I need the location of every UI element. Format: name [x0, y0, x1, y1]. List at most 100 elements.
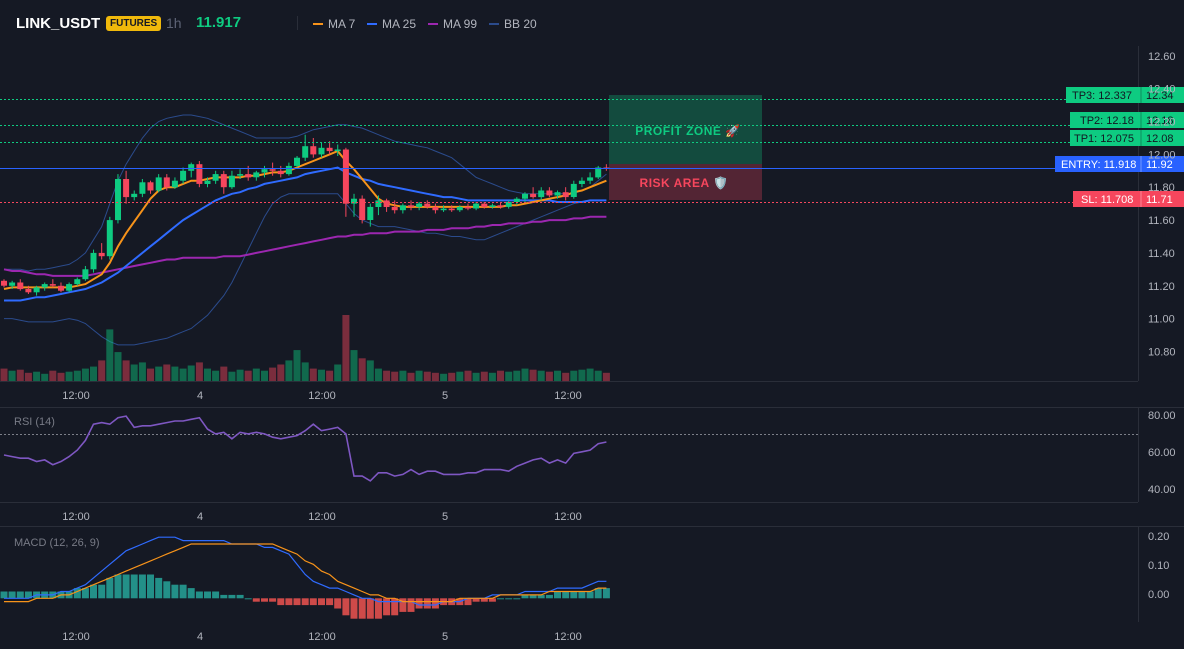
volume-bar: [391, 371, 399, 381]
tp1-price-tag: 12.08: [1146, 133, 1174, 145]
macd-hist-bar: [138, 574, 146, 599]
volume-bar: [488, 372, 496, 382]
macd-hist-bar: [114, 574, 122, 599]
candle-body: [123, 179, 130, 198]
bb-lower-line: [4, 193, 607, 346]
signal-line[interactable]: [4, 543, 607, 603]
time-tick: 5: [442, 390, 448, 402]
volume-bar: [415, 370, 423, 381]
volume-bar: [220, 366, 228, 381]
risk-zone-label: RISK AREA 🛡️: [640, 176, 729, 190]
tp1-tag[interactable]: TP1: 12.075 12.08: [1070, 130, 1184, 146]
macd-hist-bar: [106, 577, 114, 599]
time-tick: 12:00: [62, 631, 90, 643]
candle-body: [66, 284, 73, 291]
futures-badge: FUTURES: [106, 16, 162, 31]
volume-bar: [293, 350, 301, 381]
volume-bar: [318, 369, 325, 381]
macd-hist-bar: [423, 598, 431, 609]
candles: [1, 134, 610, 296]
tp2-label: TP2: 12.18: [1080, 115, 1134, 127]
entry-tag[interactable]: ENTRY: 11.918 11.92: [1055, 156, 1184, 172]
legend-ma7[interactable]: MA 7: [313, 17, 355, 31]
macd-hist-bar: [277, 598, 285, 606]
macd-hist-bar: [570, 591, 578, 599]
profit-zone[interactable]: [609, 95, 762, 164]
macd-hist-bar: [488, 598, 496, 602]
macd-hist-bar: [285, 598, 293, 606]
price-axis[interactable]: 12.60 12.40 12.20 12.00 11.80 11.60 11.40 11.20…: [1148, 51, 1176, 359]
candle-body: [351, 198, 357, 204]
entry-price-tag: 11.92: [1146, 159, 1173, 171]
macd-hist-bar: [293, 598, 301, 606]
macd-hist-bar: [130, 574, 138, 599]
sl-tag[interactable]: SL: 11.708 11.71: [1073, 191, 1184, 207]
timeframe-selector[interactable]: 1h: [166, 15, 182, 31]
volume-bar: [285, 360, 293, 381]
candle-body: [139, 182, 146, 194]
candle-body: [25, 289, 32, 293]
volume-bar: [130, 364, 138, 381]
profit-zone-label: PROFIT ZONE 🚀: [635, 124, 740, 138]
macd-hist-bar: [480, 598, 488, 602]
price-tick: 11.80: [1148, 182, 1175, 194]
level-lines: [0, 99, 1138, 203]
time-tick: 12:00: [554, 631, 582, 643]
candle-body: [269, 169, 276, 171]
candle-body: [253, 172, 260, 178]
candle-body: [212, 174, 219, 181]
candle-body: [106, 220, 113, 257]
macd-hist-bar: [537, 594, 545, 599]
time-tick: 12:00: [62, 390, 90, 402]
macd-hist-bar: [309, 598, 317, 606]
candle-body: [196, 164, 203, 184]
macd-hist-bar: [505, 598, 513, 600]
tp3-tag[interactable]: TP3: 12.337 12.34: [1066, 87, 1184, 103]
rsi-line[interactable]: [3, 415, 607, 482]
volume-bar: [261, 370, 268, 381]
bb-upper-line: [4, 114, 607, 272]
candle-body: [383, 200, 390, 207]
macd-pane: MACD (12, 26, 9) 0.20 0.10 0.00 12:00 4 …: [0, 531, 1169, 643]
candle-body: [473, 203, 480, 209]
volume-bar: [440, 373, 448, 381]
risk-zone[interactable]: [609, 164, 762, 200]
candle-body: [310, 146, 317, 155]
volume-bar: [342, 315, 350, 381]
candle-body: [538, 190, 545, 198]
volume-bar: [602, 372, 610, 382]
candle-body: [465, 206, 471, 209]
macd-hist-bar: [464, 598, 472, 606]
candle-body: [318, 147, 325, 155]
tp2-tag[interactable]: TP2: 12.18 12.18: [1070, 112, 1184, 128]
legend-bb20[interactable]: BB 20: [489, 17, 537, 31]
tp3-price-tag: 12.34: [1146, 90, 1174, 102]
macd-hist-bar: [602, 588, 610, 599]
legend-ma99[interactable]: MA 99: [428, 17, 477, 31]
price-tick: 11.40: [1148, 248, 1175, 260]
candle-body: [375, 200, 382, 207]
volume-bar: [57, 372, 65, 382]
macd-hist-bar: [73, 588, 81, 599]
rsi-tick: 80.00: [1148, 410, 1176, 422]
time-tick: 12:00: [308, 511, 336, 523]
symbol-name[interactable]: LINK_USDT: [16, 15, 101, 32]
candle-body: [302, 146, 309, 158]
candle-body: [570, 183, 577, 197]
tp3-label: TP3: 12.337: [1072, 90, 1132, 102]
volume-bar: [374, 368, 382, 381]
candle-body: [587, 177, 594, 181]
volume-bar: [350, 350, 358, 381]
candle-body: [98, 252, 105, 257]
volume-bar: [41, 373, 49, 381]
macd-hist-bar: [81, 588, 89, 599]
volume-bar: [98, 360, 106, 381]
volume-bar: [570, 370, 578, 381]
macd-hist-bar: [342, 598, 350, 616]
legend-ma25[interactable]: MA 25: [367, 17, 416, 31]
macd-hist-bar: [269, 598, 277, 602]
volume-bar: [562, 372, 570, 382]
legend-label: BB 20: [504, 17, 537, 31]
rsi-tick: 60.00: [1148, 447, 1176, 459]
